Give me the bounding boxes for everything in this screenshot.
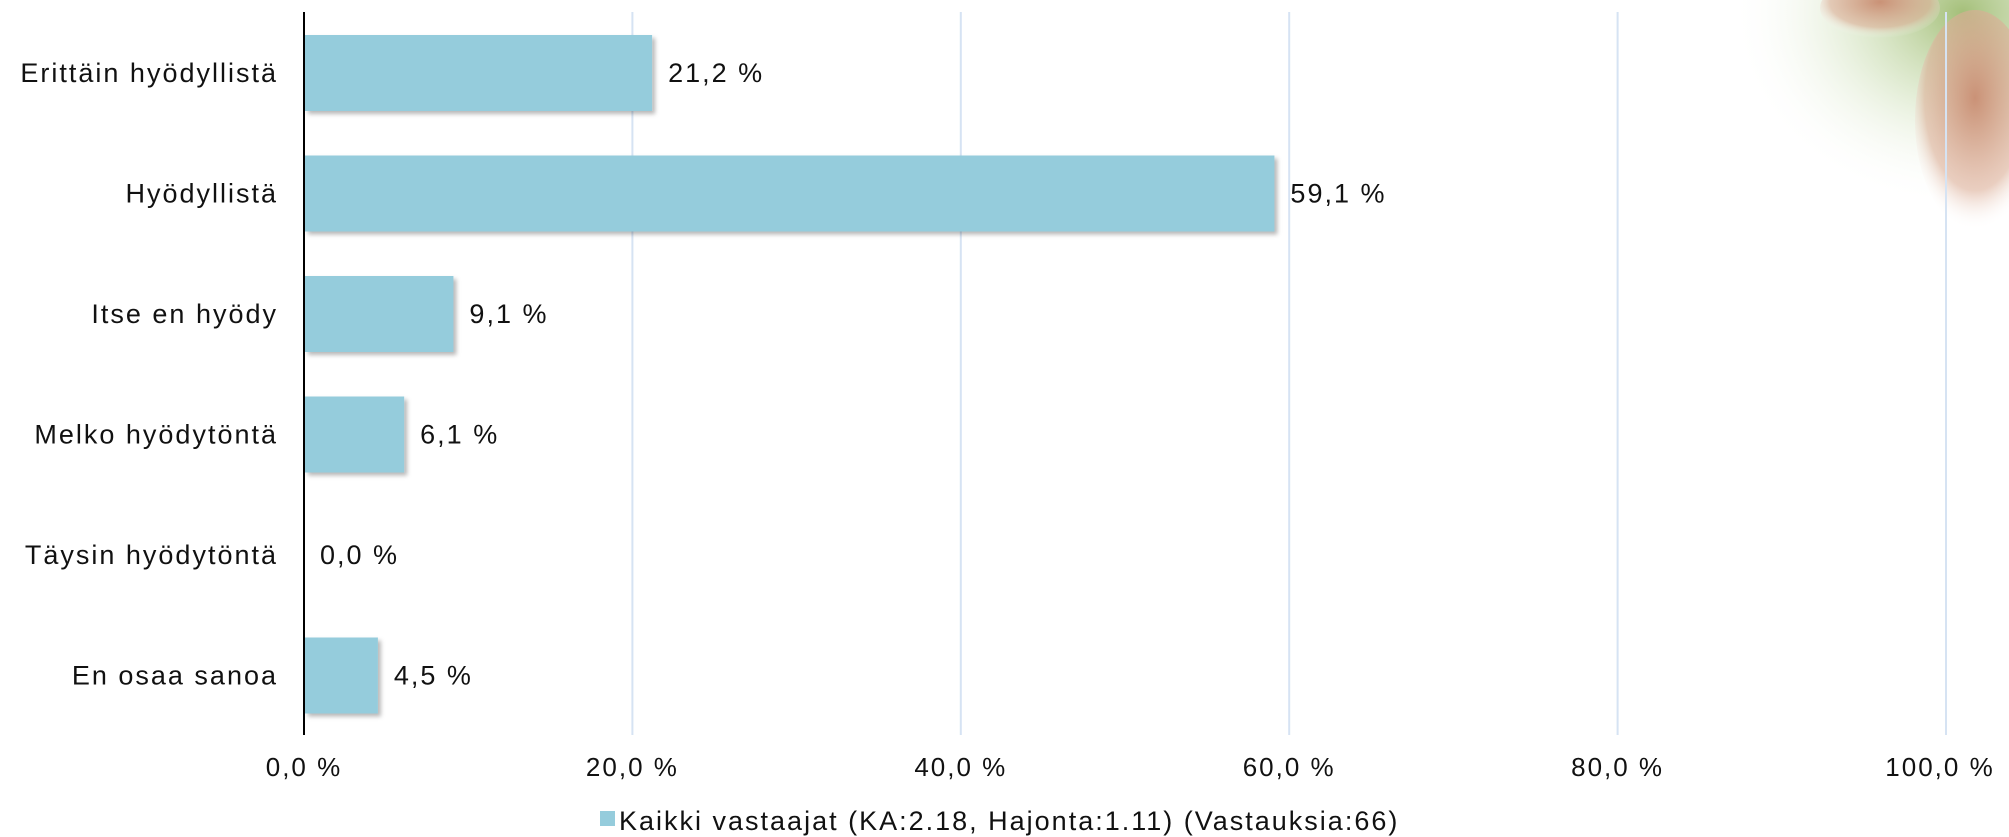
- x-tick-label: 0,0 %: [266, 752, 343, 782]
- x-tick-label: 60,0 %: [1243, 752, 1336, 782]
- legend-swatch: [600, 811, 615, 826]
- data-label: 6,1 %: [420, 420, 499, 450]
- bar: [305, 396, 405, 473]
- x-tick-label: 100,0 %: [1885, 752, 1994, 782]
- x-tick-label: 40,0 %: [914, 752, 1007, 782]
- category-labels: Erittäin hyödyllistä Hyödyllistä Itse en h…: [20, 58, 278, 691]
- data-labels: 21,2 % 59,1 % 9,1 % 6,1 % 0,0 % 4,5 %: [320, 58, 1386, 691]
- data-label: 59,1 %: [1290, 179, 1386, 209]
- data-label: 0,0 %: [320, 540, 399, 570]
- legend-label: Kaikki vastaajat (KA:2.18, Hajonta:1.11)…: [619, 806, 1399, 836]
- category-label: En osaa sanoa: [72, 661, 278, 691]
- category-label: Hyödyllistä: [125, 179, 278, 209]
- data-label: 21,2 %: [668, 58, 764, 88]
- photo-hand: [1915, 10, 2009, 230]
- category-label: Täysin hyödytöntä: [25, 540, 278, 570]
- bar: [305, 35, 653, 111]
- bar: [305, 637, 378, 714]
- category-label: Melko hyödytöntä: [34, 420, 278, 450]
- x-tick-label: 80,0 %: [1571, 752, 1664, 782]
- bars: [305, 35, 1275, 714]
- grid-lines: [631, 12, 1947, 735]
- legend: Kaikki vastaajat (KA:2.18, Hajonta:1.11)…: [600, 806, 1399, 836]
- data-label: 9,1 %: [469, 299, 548, 329]
- x-tick-labels: 0,0 % 20,0 % 40,0 % 60,0 % 80,0 % 100,0 %: [266, 752, 1994, 782]
- bar: [305, 155, 1275, 232]
- decorative-photo: [1700, 0, 2009, 260]
- x-tick-label: 20,0 %: [586, 752, 679, 782]
- category-label: Itse en hyödy: [91, 299, 278, 329]
- category-label: Erittäin hyödyllistä: [20, 58, 278, 88]
- data-label: 4,5 %: [394, 661, 473, 691]
- photo-finger: [1820, 0, 1940, 38]
- bar: [305, 276, 454, 352]
